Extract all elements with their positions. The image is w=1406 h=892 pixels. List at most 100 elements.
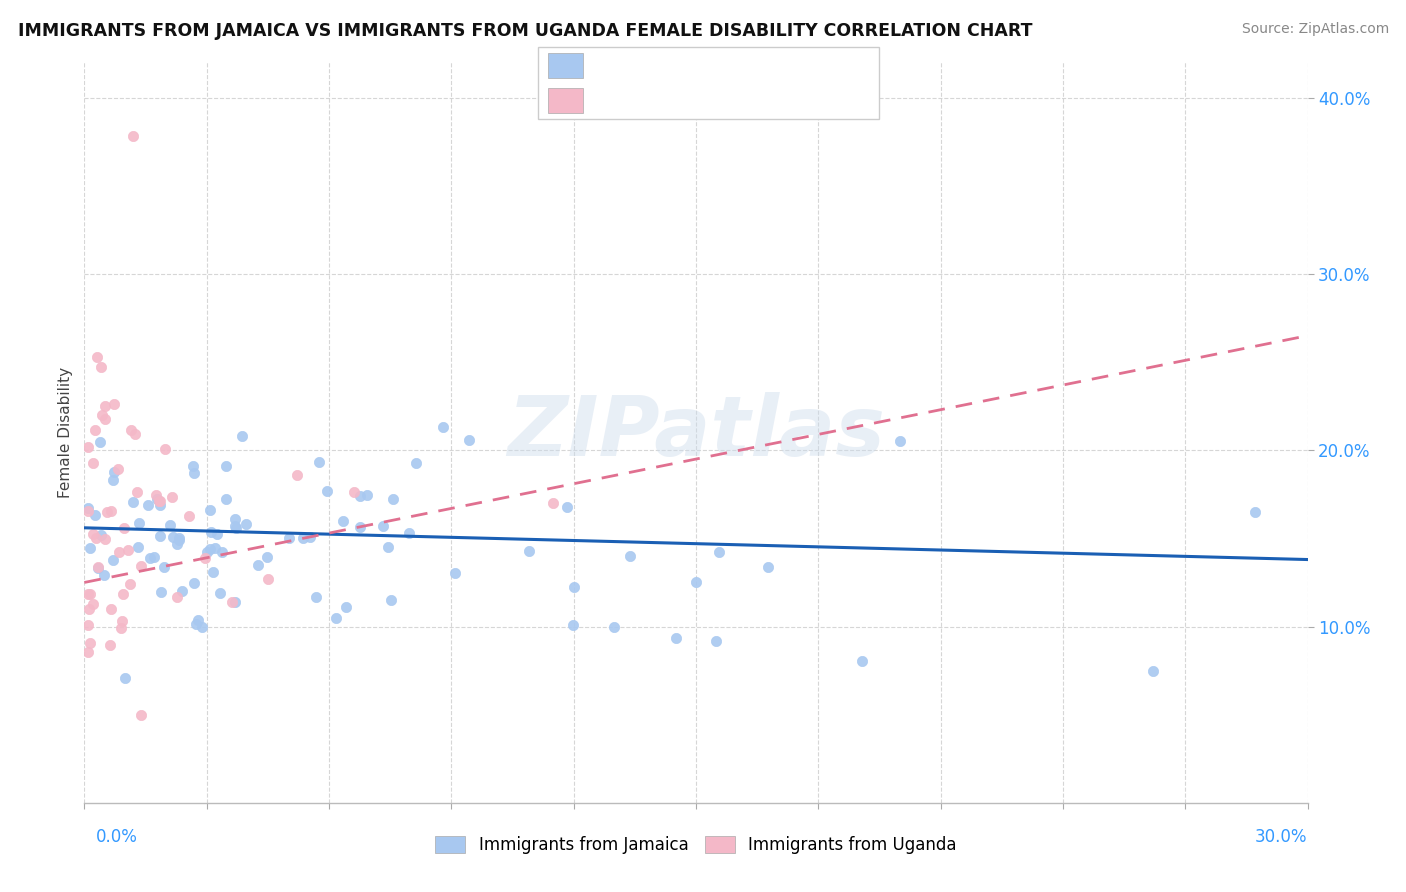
Point (183, 576, 205, 591)
Point (194, 551, 217, 566)
Point (77, 618, 100, 632)
Point (120, 576, 142, 591)
Point (225, 521, 247, 535)
Text: Source: ZipAtlas.com: Source: ZipAtlas.com (1241, 22, 1389, 37)
Point (889, 434, 911, 449)
Point (166, 536, 188, 550)
Point (79, 587, 101, 601)
Point (349, 489, 371, 503)
Point (93, 567, 115, 582)
Point (107, 462, 129, 476)
Point (256, 572, 278, 586)
Point (349, 520, 371, 534)
Point (557, 500, 579, 515)
Point (172, 583, 194, 598)
Point (187, 613, 209, 627)
Point (308, 455, 330, 469)
Point (562, 617, 585, 632)
Point (100, 639, 122, 653)
Point (181, 459, 204, 474)
Point (149, 528, 172, 542)
Point (82, 526, 104, 541)
Point (298, 531, 321, 545)
Point (208, 586, 231, 600)
Point (332, 514, 354, 528)
Point (851, 654, 873, 668)
Text: -0.107: -0.107 (638, 56, 703, 74)
Point (201, 565, 224, 579)
Point (166, 590, 188, 604)
Point (169, 533, 191, 547)
Point (77, 645, 100, 659)
Point (377, 540, 399, 554)
Point (101, 474, 124, 488)
Y-axis label: Female Disability: Female Disability (58, 367, 73, 499)
Bar (548, 53, 583, 78)
Point (562, 580, 585, 594)
Point (89, 434, 111, 449)
Point (356, 488, 378, 502)
Point (432, 420, 454, 434)
Point (160, 491, 183, 505)
Point (146, 492, 169, 507)
Point (162, 530, 184, 544)
Point (183, 466, 205, 480)
Point (129, 707, 152, 722)
Point (77, 601, 100, 615)
Point (200, 525, 222, 540)
Point (139, 551, 162, 566)
Point (79, 541, 101, 555)
Point (316, 484, 339, 499)
Point (205, 527, 228, 541)
Point (111, 614, 134, 628)
Point (381, 491, 404, 506)
Point (215, 459, 238, 474)
Point (77, 504, 100, 518)
Point (444, 566, 467, 580)
Point (93, 411, 115, 425)
Text: 52: 52 (744, 91, 769, 110)
Point (124, 427, 146, 442)
Point (186, 616, 208, 631)
Point (214, 492, 236, 507)
Point (200, 503, 222, 517)
Point (707, 545, 730, 559)
Text: 0.0%: 0.0% (96, 828, 138, 846)
Point (756, 560, 779, 574)
Point (100, 602, 122, 616)
Point (96, 505, 118, 519)
Point (129, 559, 152, 574)
Point (224, 512, 246, 526)
Point (335, 599, 357, 614)
Point (93, 399, 115, 413)
Text: N =: N = (688, 91, 738, 110)
Point (94, 532, 117, 546)
Point (77, 440, 100, 454)
Point (235, 517, 257, 532)
Point (603, 619, 626, 633)
Text: R = -0.107   N = 89: R = -0.107 N = 89 (598, 56, 775, 74)
Point (224, 519, 246, 533)
Point (84, 508, 107, 522)
Point (117, 543, 139, 558)
Point (77, 500, 100, 515)
Text: R =: R = (598, 91, 643, 110)
Point (256, 549, 278, 564)
Point (231, 429, 253, 443)
Point (142, 549, 165, 564)
Point (198, 541, 221, 556)
Point (204, 541, 226, 556)
Point (82, 597, 104, 611)
Point (127, 541, 149, 555)
Point (145, 488, 167, 502)
Text: N =: N = (688, 56, 738, 74)
Point (100, 504, 122, 518)
Point (149, 498, 172, 512)
Point (619, 549, 641, 564)
Point (706, 633, 728, 648)
Point (90, 527, 112, 541)
Point (405, 456, 427, 470)
Text: 30.0%: 30.0% (1256, 828, 1308, 846)
Point (82, 456, 104, 470)
Point (90, 408, 112, 422)
